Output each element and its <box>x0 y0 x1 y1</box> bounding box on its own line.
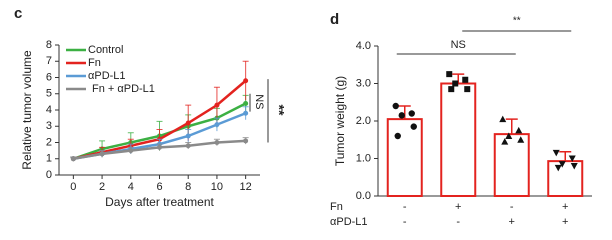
point <box>214 122 220 128</box>
data-point <box>552 149 560 157</box>
data-point <box>410 123 417 130</box>
y-tick-label: 4.0 <box>356 40 371 52</box>
x-tick-label: 2 <box>99 181 105 193</box>
x-tick-label: 8 <box>185 181 191 193</box>
point <box>214 102 220 108</box>
data-point <box>558 161 566 168</box>
x-tick-label: 0 <box>70 181 76 193</box>
y-tick-label: 2 <box>46 136 52 148</box>
group-sign: + <box>562 201 568 213</box>
point <box>128 148 134 154</box>
data-point <box>464 86 471 93</box>
point <box>243 110 249 116</box>
data-point <box>398 112 405 119</box>
annotation: NS <box>253 94 265 109</box>
panel-label: c <box>14 5 22 22</box>
group-label: Fn <box>330 201 343 213</box>
x-tick-label: 12 <box>240 181 252 193</box>
point <box>243 101 249 106</box>
data-point <box>408 110 415 117</box>
point <box>99 151 105 157</box>
y-tick-label: 7 <box>46 55 52 67</box>
y-tick-label: 6 <box>46 71 52 83</box>
group-sign: - <box>403 216 407 228</box>
legend-label: αPD-L1 <box>88 70 126 82</box>
annotation: NS <box>451 39 466 51</box>
x-tick-label: 10 <box>211 181 223 193</box>
data-point <box>446 71 453 78</box>
point <box>157 144 162 150</box>
group-sign: + <box>509 216 515 228</box>
annotation: ** <box>271 105 287 116</box>
point <box>185 133 191 139</box>
point <box>70 156 76 162</box>
y-tick-label: 1 <box>46 153 52 165</box>
data-point <box>515 126 523 134</box>
data-point <box>499 115 507 123</box>
y-tick-label: 0 <box>46 169 52 181</box>
group-sign: - <box>403 201 407 213</box>
annotation: ** <box>513 16 521 27</box>
legend-label: Fn + αPD-L1 <box>92 83 155 95</box>
y-tick-label: 1.0 <box>356 152 371 164</box>
data-point <box>448 86 455 93</box>
x-tick-label: 6 <box>156 181 162 193</box>
data-point <box>554 164 562 172</box>
y-axis-label: Tumor weight (g) <box>333 76 347 166</box>
y-tick-label: 0.0 <box>356 190 371 202</box>
data-point <box>462 76 469 83</box>
y-tick-label: 5 <box>46 88 52 100</box>
data-point <box>568 155 576 162</box>
bar <box>440 82 477 197</box>
data-point <box>501 138 509 145</box>
x-axis-label: Days after treatment <box>105 195 214 209</box>
point <box>185 120 191 126</box>
y-tick-label: 2.0 <box>356 115 371 127</box>
point <box>185 143 191 149</box>
legend-label: Control <box>88 44 123 56</box>
bar <box>547 160 584 197</box>
bar <box>493 133 530 197</box>
data-point <box>452 80 459 87</box>
group-sign: + <box>455 201 461 213</box>
y-axis-label: Relative tumor volume <box>20 50 34 170</box>
y-tick-label: 3 <box>46 120 52 132</box>
y-tick-label: 4 <box>46 104 52 116</box>
group-label: αPD-L1 <box>330 216 368 228</box>
y-tick-label: 8 <box>46 39 52 51</box>
x-tick-label: 4 <box>128 181 134 193</box>
group-sign: + <box>562 216 568 228</box>
panel-label: d <box>330 11 339 28</box>
bar <box>386 118 423 197</box>
point <box>214 140 220 145</box>
y-tick-label: 3.0 <box>356 77 371 89</box>
point <box>243 138 249 144</box>
point <box>243 78 249 84</box>
data-point <box>517 136 525 143</box>
data-point <box>392 102 399 110</box>
legend-label: Fn <box>88 57 101 69</box>
group-sign: - <box>510 201 514 213</box>
group-sign: - <box>456 216 460 228</box>
data-point <box>394 132 401 140</box>
data-point <box>505 132 513 139</box>
data-point <box>570 163 578 170</box>
